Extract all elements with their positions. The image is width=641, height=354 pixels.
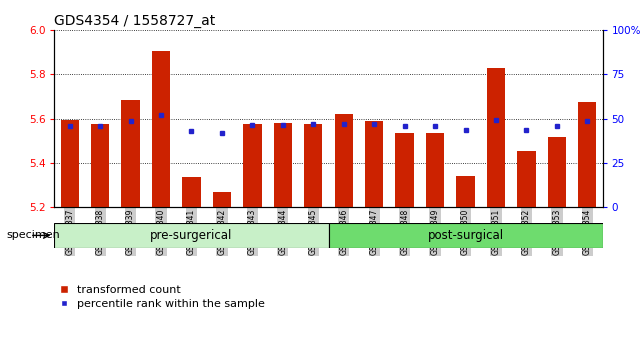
Bar: [487, 68, 505, 207]
Bar: [274, 123, 292, 207]
Bar: [517, 151, 535, 207]
Bar: [152, 51, 171, 207]
Text: pre-surgerical: pre-surgerical: [150, 229, 233, 242]
Text: GDS4354 / 1558727_at: GDS4354 / 1558727_at: [54, 14, 216, 28]
Bar: [578, 102, 596, 207]
Bar: [395, 133, 413, 207]
Text: post-surgical: post-surgical: [428, 229, 504, 242]
Bar: [122, 100, 140, 207]
Bar: [335, 114, 353, 207]
Bar: [54, 223, 328, 248]
Bar: [456, 176, 474, 207]
Text: specimen: specimen: [6, 230, 60, 240]
Bar: [547, 137, 566, 207]
Bar: [304, 124, 322, 207]
Bar: [213, 192, 231, 207]
Bar: [328, 223, 603, 248]
Bar: [61, 120, 79, 207]
Bar: [365, 121, 383, 207]
Bar: [91, 124, 109, 207]
Bar: [426, 133, 444, 207]
Bar: [182, 177, 201, 207]
Bar: [243, 124, 262, 207]
Legend: transformed count, percentile rank within the sample: transformed count, percentile rank withi…: [60, 285, 265, 309]
